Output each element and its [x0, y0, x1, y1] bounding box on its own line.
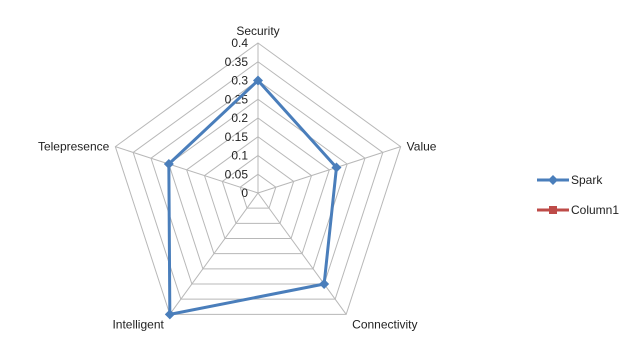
tick-label: 0.3 [231, 74, 248, 88]
legend-item-spark: Spark [537, 173, 603, 187]
category-labels: Security Value Connectivity Intelligent Tele… [38, 24, 437, 331]
grid-ring [150, 79, 366, 285]
data-point-spark [253, 75, 263, 86]
tick-label: 0.05 [225, 167, 249, 181]
radar-spoke [169, 192, 259, 315]
grid-ring [186, 117, 330, 255]
tick-label: 0.1 [231, 149, 248, 163]
grid-ring [221, 154, 295, 224]
legend-item-column1: Column1 [537, 203, 619, 217]
grid-ring [203, 136, 313, 240]
legend: Spark Column1 [537, 173, 619, 217]
data-point-spark [331, 162, 342, 173]
category-label-intelligent: Intelligent [112, 317, 164, 331]
category-label-connectivity: Connectivity [352, 317, 417, 331]
data-point-spark [163, 159, 174, 170]
data-point-spark [319, 279, 330, 290]
tick-label: 0 [241, 186, 248, 200]
tick-label: 0.2 [231, 111, 248, 125]
tick-label: 0.35 [225, 55, 249, 69]
legend-marker-diamond [548, 175, 558, 185]
category-label-value: Value [407, 140, 437, 154]
tick-label: 0.15 [225, 130, 249, 144]
category-label-telepresence: Telepresence [38, 140, 110, 154]
data-point-spark [164, 309, 175, 320]
grid-ring [132, 61, 384, 300]
legend-label: Column1 [571, 203, 619, 217]
legend-marker-square [549, 206, 557, 214]
radar-grid [114, 42, 402, 315]
tick-label: 0.4 [231, 36, 248, 50]
radar-spoke [257, 146, 401, 194]
grid-ring [168, 98, 348, 270]
grid-ring [114, 42, 402, 315]
series-line-spark [167, 79, 338, 316]
radial-tick-labels: 00.050.10.150.20.250.30.350.4 [225, 36, 249, 200]
category-label-security: Security [236, 24, 279, 38]
grid-ring [239, 173, 277, 209]
legend-label: Spark [571, 173, 603, 187]
series-layer [163, 75, 342, 320]
radar-spoke [257, 192, 347, 315]
radar-spokes [115, 43, 401, 315]
radar-spoke [115, 146, 259, 194]
